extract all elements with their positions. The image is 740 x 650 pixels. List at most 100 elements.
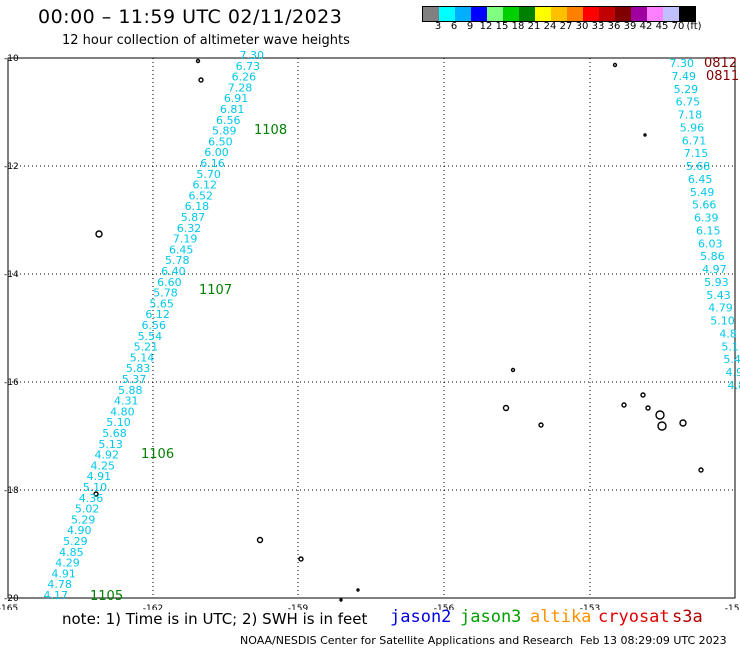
wave-height-value: 6.03 xyxy=(698,237,723,250)
colorbar-swatch xyxy=(679,7,695,21)
wave-height-value: 5.65 xyxy=(149,297,174,310)
map-title: 00:00 – 11:59 UTC 02/11/2023 xyxy=(38,6,343,28)
wave-height-value: 6.91 xyxy=(224,92,249,105)
wave-height-value: 5.10 xyxy=(83,481,108,494)
pass-time-label: 1108 xyxy=(254,123,287,138)
latitude-label: -18 xyxy=(4,486,19,496)
island-outline xyxy=(679,419,687,427)
wave-height-value: 5.70 xyxy=(196,168,221,181)
wave-height-value: 4.8 xyxy=(728,379,740,392)
wave-height-value: 4.78 xyxy=(47,578,72,591)
wave-height-value: 5.4 xyxy=(723,353,740,366)
wave-height-value: 5.93 xyxy=(704,276,729,289)
wave-height-value: 5.1 xyxy=(721,340,739,353)
colorbar-swatch xyxy=(583,7,599,21)
wave-height-value: 7.15 xyxy=(684,147,709,160)
island-outline xyxy=(645,405,651,411)
wave-height-value: 6.18 xyxy=(185,200,210,213)
island-outline xyxy=(339,598,343,602)
wave-height-value: 4.31 xyxy=(114,395,139,408)
wave-height-value: 6.56 xyxy=(216,114,241,127)
wave-height-value: 5.87 xyxy=(181,211,206,224)
latitude-label: -20 xyxy=(4,594,19,604)
colorbar-swatch xyxy=(519,7,535,21)
wave-height-value: 5.13 xyxy=(98,438,123,451)
wave-height-value: 6.45 xyxy=(688,173,713,186)
colorbar-tick-label: 33 xyxy=(591,21,605,32)
wave-height-value: 5.21 xyxy=(134,341,159,354)
latitude-label: -10 xyxy=(4,54,19,64)
island-outline xyxy=(95,230,103,238)
wave-height-value: 5.37 xyxy=(122,373,147,386)
wave-height-value: 4.90 xyxy=(67,524,92,537)
colorbar-swatch xyxy=(455,7,471,21)
wave-height-value: 5.86 xyxy=(700,250,725,263)
island-outline xyxy=(298,556,304,562)
colorbar-swatch xyxy=(599,7,615,21)
wave-height-value: 4.92 xyxy=(94,449,119,462)
wave-height-value: 7.28 xyxy=(228,81,253,94)
island-outline xyxy=(640,392,646,398)
wave-height-value: 6.15 xyxy=(696,224,721,237)
colorbar-swatch xyxy=(567,7,583,21)
wave-height-value: 5.83 xyxy=(126,362,151,375)
wave-height-value: 4.79 xyxy=(708,302,733,315)
wave-height-value: 6.73 xyxy=(236,60,261,73)
wave-height-value: 7.30 xyxy=(240,49,265,62)
wave-height-value: 5.78 xyxy=(165,254,190,267)
wave-height-value: 6.32 xyxy=(177,222,202,235)
island-outline xyxy=(655,410,665,420)
footer-credit: NOAA/NESDIS Center for Satellite Applica… xyxy=(240,634,574,647)
altimeter-track-left: 7.306.736.267.286.916.816.565.896.506.00… xyxy=(44,49,288,604)
wave-height-value: 4.91 xyxy=(51,567,76,580)
satellite-legend-s3a: s3a xyxy=(672,607,703,627)
altimeter-track-right: 7.307.495.296.757.185.966.717.155.686.45… xyxy=(670,56,740,392)
satellite-legend-altika: altika xyxy=(530,607,592,627)
wave-height-value: 6.60 xyxy=(157,276,182,289)
wave-height-value: 6.45 xyxy=(169,243,194,256)
note-text: note: 1) Time is in UTC; 2) SWH is in fe… xyxy=(62,610,368,628)
longitude-label: -153 xyxy=(580,604,600,610)
wave-height-value: 5.14 xyxy=(130,351,155,364)
satellite-legend-cryosat: cryosat xyxy=(598,607,670,627)
colorbar-tick-label: 21 xyxy=(527,21,541,32)
wave-height-value: 7.18 xyxy=(678,109,703,122)
colorbar-tick-label: 36 xyxy=(607,21,621,32)
latitude-label: -12 xyxy=(4,162,19,172)
colorbar-swatch xyxy=(663,7,679,21)
wave-height-value: 6.12 xyxy=(145,308,170,321)
satellite-legend-jason3: jason3 xyxy=(460,607,522,627)
wave-height-value: 5.10 xyxy=(106,416,131,429)
island-outline xyxy=(657,421,667,431)
colorbar-tick-label: 9 xyxy=(466,21,474,32)
colorbar-tick-label: 3 xyxy=(434,21,442,32)
wave-height-value: 5.29 xyxy=(674,83,699,96)
colorbar-swatch xyxy=(615,7,631,21)
wave-height-value: 5.54 xyxy=(138,330,163,343)
wave-height-value: 5.29 xyxy=(63,535,88,548)
colorbar-tick-labels: 3 6 9 12 15 18 21 24 27 30 33 36 39 42 45 70 (ft) xyxy=(422,21,740,35)
colorbar-swatch xyxy=(503,7,519,21)
island-outline xyxy=(93,491,99,497)
longitude-label: -150 xyxy=(725,604,740,610)
pass-time-label: 1107 xyxy=(199,283,232,298)
wave-height-value: 5.10 xyxy=(710,315,735,328)
wave-height-value: 5.29 xyxy=(71,513,96,526)
wave-height-value: 5.68 xyxy=(686,160,711,173)
island-outlines xyxy=(93,58,704,602)
footer-timestamp: Feb 13 08:29:09 UTC 2023 xyxy=(580,634,727,647)
pass-time-label: 0812 xyxy=(704,56,737,71)
wave-height-value: 6.12 xyxy=(192,179,217,192)
colorbar-tick-label: 12 xyxy=(479,21,493,32)
island-outline xyxy=(612,62,618,68)
longitude-label: -156 xyxy=(434,604,455,610)
pass-time-label: 0811 xyxy=(706,69,739,84)
island-outline xyxy=(198,77,204,83)
colorbar-tick-label: 39 xyxy=(623,21,637,32)
colorbar-swatch xyxy=(423,7,439,21)
colorbar-swatch xyxy=(535,7,551,21)
colorbar-swatch xyxy=(487,7,503,21)
map-plot: -10 -12 -14 -16 -18 -20-165 -162 -159 -156 -153 -1… xyxy=(0,49,740,610)
latitude-label: -14 xyxy=(4,270,19,280)
wave-height-value: 4.29 xyxy=(55,557,80,570)
